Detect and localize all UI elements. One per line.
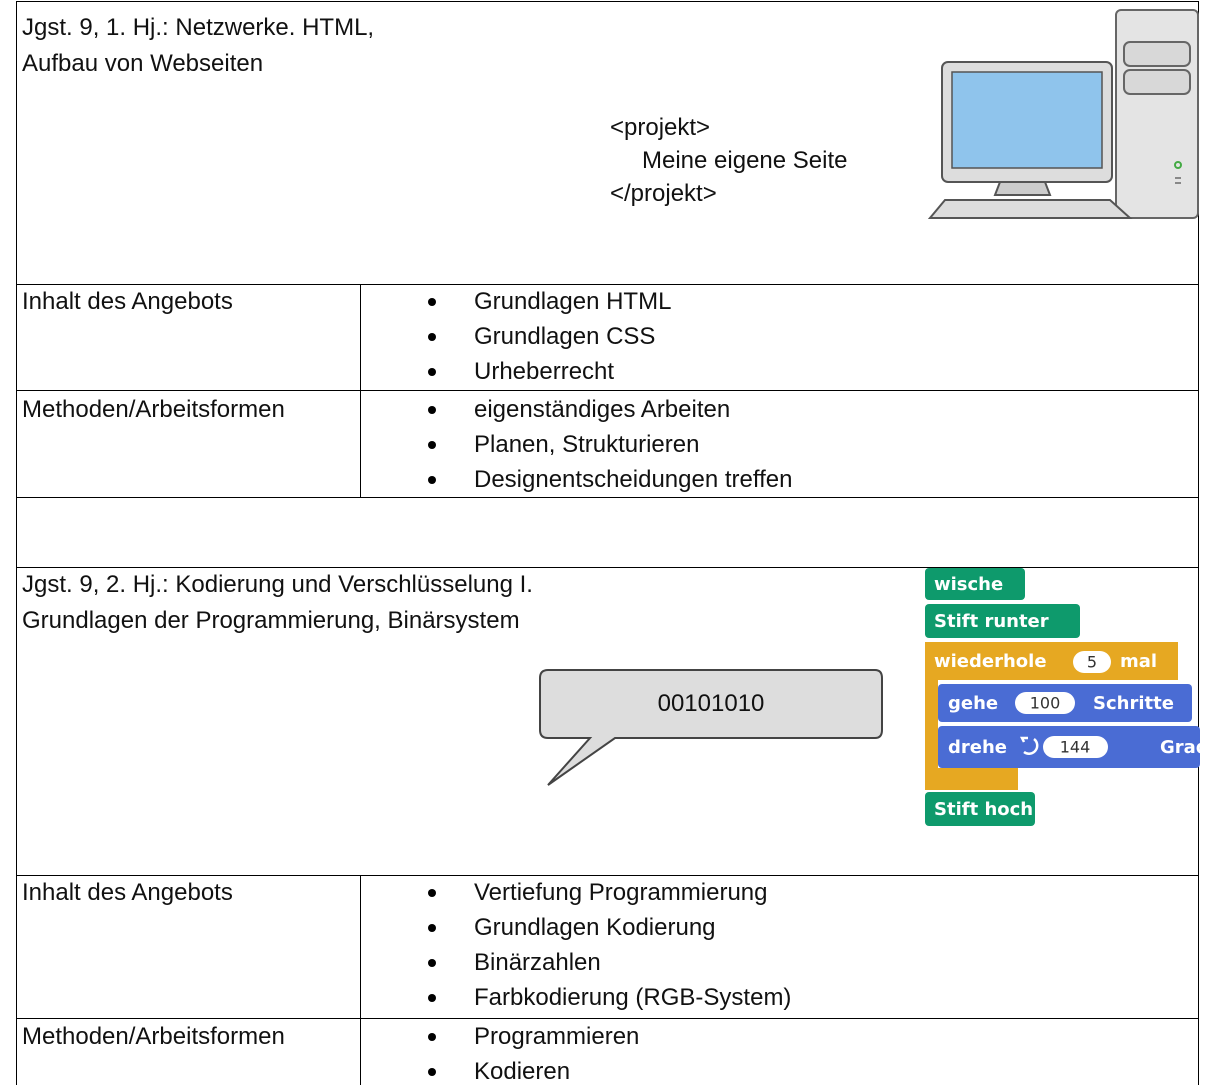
block-label: Schritte bbox=[1093, 693, 1174, 714]
block-label: wische bbox=[934, 574, 1003, 595]
list-item: Kodieren bbox=[474, 1058, 571, 1085]
rule bbox=[16, 390, 1198, 391]
block-label: wiederhole bbox=[934, 651, 1047, 672]
section-title: Grundlagen der Programmierung, Binärsyst… bbox=[22, 607, 520, 634]
list-item: Farbkodierung (RGB-System) bbox=[474, 984, 792, 1011]
bullet bbox=[428, 298, 436, 306]
bullet bbox=[428, 889, 436, 897]
block-label: Stift hoch bbox=[934, 799, 1033, 820]
list-item: Grundlagen Kodierung bbox=[474, 914, 716, 941]
bullet bbox=[428, 406, 436, 414]
block-label: drehe bbox=[948, 737, 1007, 758]
bullet bbox=[428, 1033, 436, 1041]
block-label: gehe bbox=[948, 693, 998, 714]
list-item: Binärzahlen bbox=[474, 949, 601, 976]
computer-icon bbox=[927, 9, 1199, 219]
rule bbox=[16, 1, 17, 1085]
list-item: Vertiefung Programmierung bbox=[474, 879, 768, 906]
bullet bbox=[428, 333, 436, 341]
row-label: Methoden/Arbeitsformen bbox=[22, 396, 285, 423]
block-label: Stift runter bbox=[934, 611, 1049, 632]
list-item: Urheberrecht bbox=[474, 358, 615, 385]
block-input: 144 bbox=[1060, 738, 1091, 757]
bullet bbox=[428, 441, 436, 449]
rule bbox=[16, 1, 1198, 2]
rule bbox=[16, 875, 1198, 876]
rule bbox=[16, 497, 1198, 498]
block-label: Grad bbox=[1160, 737, 1209, 758]
list-item: Programmieren bbox=[474, 1023, 640, 1050]
list-item: eigenständiges Arbeiten bbox=[474, 396, 731, 423]
speech-text: 00101010 bbox=[657, 690, 765, 717]
row-label: Methoden/Arbeitsformen bbox=[22, 1023, 285, 1050]
bullet bbox=[428, 924, 436, 932]
code-line: </projekt> bbox=[610, 180, 717, 207]
bullet bbox=[428, 959, 436, 967]
scratch-script bbox=[925, 568, 1200, 826]
block-input: 5 bbox=[1087, 653, 1097, 672]
section-title: Jgst. 9, 1. Hj.: Netzwerke. HTML, bbox=[22, 14, 375, 41]
speech-bubble bbox=[539, 669, 883, 786]
rule bbox=[16, 567, 1198, 568]
bullet bbox=[428, 1068, 436, 1076]
section-title: Aufbau von Webseiten bbox=[22, 50, 264, 77]
list-item: Designentscheidungen treffen bbox=[474, 466, 793, 493]
rule bbox=[1198, 1, 1199, 1085]
section-title: Jgst. 9, 2. Hj.: Kodierung und Verschlüs… bbox=[22, 571, 533, 598]
bullet bbox=[428, 476, 436, 484]
rule bbox=[16, 1018, 1198, 1019]
bullet bbox=[428, 994, 436, 1002]
code-line: <projekt> bbox=[610, 114, 711, 141]
rule bbox=[360, 284, 361, 497]
block-label: mal bbox=[1120, 651, 1157, 672]
block-input: 100 bbox=[1030, 694, 1061, 713]
list-item: Grundlagen CSS bbox=[474, 323, 656, 350]
list-item: Grundlagen HTML bbox=[474, 288, 672, 315]
row-label: Inhalt des Angebots bbox=[22, 879, 233, 906]
bullet bbox=[428, 368, 436, 376]
code-line: Meine eigene Seite bbox=[642, 147, 848, 174]
list-item: Planen, Strukturieren bbox=[474, 431, 700, 458]
rule bbox=[16, 284, 1198, 285]
row-label: Inhalt des Angebots bbox=[22, 288, 233, 315]
rule bbox=[360, 875, 361, 1085]
